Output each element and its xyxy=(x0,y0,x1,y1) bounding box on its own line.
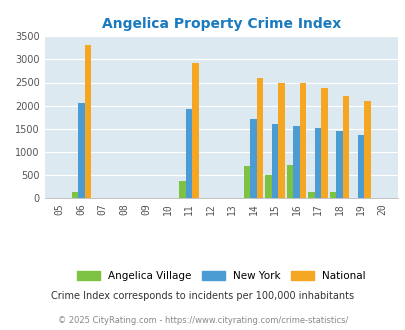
Bar xyxy=(243,166,250,198)
Title: Angelica Property Crime Index: Angelica Property Crime Index xyxy=(101,17,340,31)
Bar xyxy=(336,131,342,198)
Bar xyxy=(314,128,321,198)
Bar xyxy=(299,83,306,198)
Bar xyxy=(271,124,278,198)
Bar xyxy=(357,135,364,198)
Bar xyxy=(78,103,84,198)
Bar xyxy=(256,78,262,198)
Bar xyxy=(364,101,370,198)
Text: © 2025 CityRating.com - https://www.cityrating.com/crime-statistics/: © 2025 CityRating.com - https://www.city… xyxy=(58,316,347,325)
Bar xyxy=(84,45,91,198)
Bar xyxy=(293,126,299,198)
Bar xyxy=(71,192,78,198)
Bar xyxy=(308,191,314,198)
Legend: Angelica Village, New York, National: Angelica Village, New York, National xyxy=(77,271,365,281)
Bar xyxy=(342,96,349,198)
Bar xyxy=(192,63,198,198)
Bar xyxy=(250,119,256,198)
Bar xyxy=(185,109,192,198)
Bar xyxy=(286,165,293,198)
Text: Crime Index corresponds to incidents per 100,000 inhabitants: Crime Index corresponds to incidents per… xyxy=(51,291,354,301)
Bar xyxy=(278,82,284,198)
Bar xyxy=(329,191,336,198)
Bar xyxy=(265,175,271,198)
Bar xyxy=(179,181,185,198)
Bar xyxy=(321,88,327,198)
